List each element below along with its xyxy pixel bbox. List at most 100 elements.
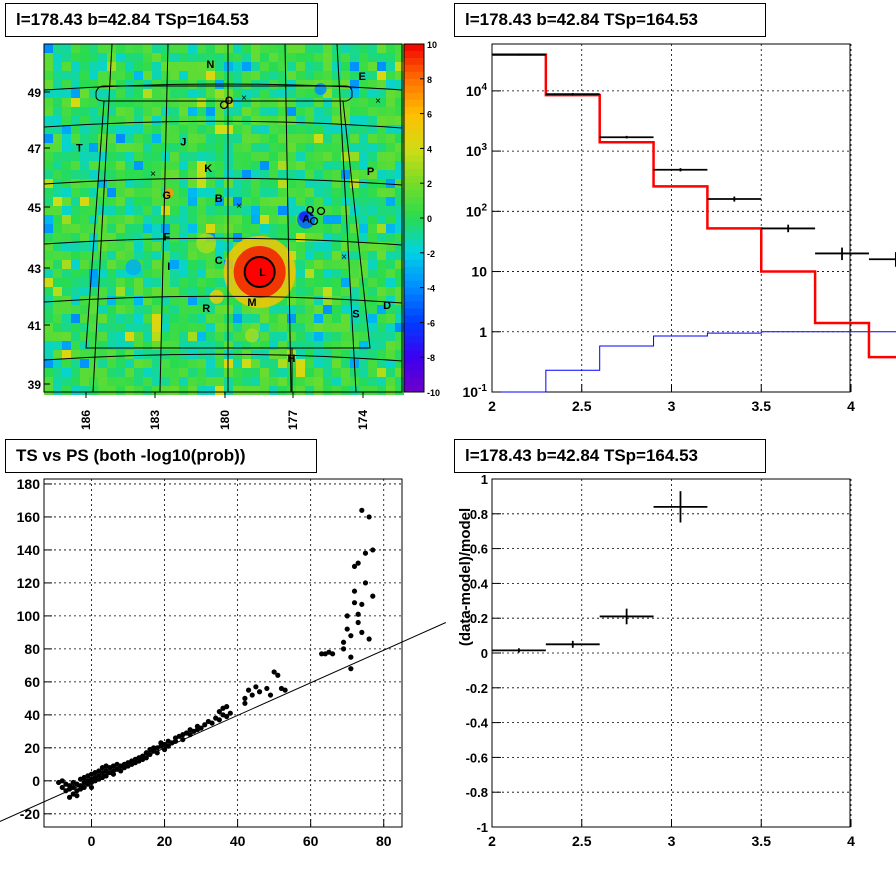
skymap-pixel [179,386,188,395]
skymap-pixel [287,296,296,305]
skymap-pixel [188,179,197,188]
skymap-pixel [296,332,305,341]
skymap-pixel [143,269,152,278]
skymap-pixel [161,323,170,332]
skymap-pixel [107,143,116,152]
skymap-pixel [251,305,260,314]
colorbar-segment [404,162,424,170]
skymap-pixel [233,152,242,161]
skymap-pixel [350,62,359,71]
skymap-pixel [116,89,125,98]
skymap-pixel [359,242,368,251]
skymap-pixel [152,116,161,125]
ts-ps-fit-line [0,622,447,822]
skymap-pixel [143,323,152,332]
skymap-pixel [269,71,278,80]
skymap-pixel [134,206,143,215]
skymap-pixel [332,251,341,260]
skymap-pixel [332,332,341,341]
skymap-pixel [134,89,143,98]
skymap-pixel [206,287,215,296]
skymap-pixel [350,125,359,134]
skymap-pixel [116,134,125,143]
skymap-pixel [395,197,404,206]
skymap-region-outline [95,85,353,102]
skymap-pixel [188,287,197,296]
skymap-pixel [125,197,134,206]
skymap-pixel [89,206,98,215]
skymap-pixel [71,278,80,287]
skymap-pixel [134,107,143,116]
skymap-pixel [359,161,368,170]
skymap-pixel [98,188,107,197]
skymap-pixel [89,53,98,62]
skymap-pixel [116,269,125,278]
skymap-pixel [296,71,305,80]
skymap-pixel [125,143,134,152]
skymap-pixel [242,152,251,161]
skymap-pixel [71,89,80,98]
skymap-pixel [314,305,323,314]
skymap-source-label: C [215,255,223,267]
spectrum-x-tick-label: 2 [488,398,496,414]
colorbar-segment [404,294,424,303]
skymap-pixel [206,215,215,224]
skymap-source-label: M [247,297,256,309]
skymap-pixel [80,161,89,170]
skymap-y-tick-label: 45 [28,201,42,215]
residual-y-tick-label: 0.4 [470,576,489,591]
residual-x-tick-label: 2 [488,833,496,849]
skymap-pixel [179,89,188,98]
skymap-pixel [89,197,98,206]
colorbar-segment [404,204,424,212]
ts-ps-point [340,639,347,645]
skymap-pixel [143,215,152,224]
skymap-pixel [215,323,224,332]
skymap-pixel [152,152,161,161]
skymap-pixel [233,305,242,314]
skymap-region-outline [85,100,371,392]
ts-ps-y-tick-label: 180 [17,476,41,492]
skymap-pixel [350,377,359,386]
skymap-pixel [98,269,107,278]
skymap-pixel [134,44,143,53]
colorbar-segment [404,155,424,163]
skymap-pixel [71,341,80,350]
skymap-pixel [314,215,323,224]
skymap-pixel [323,125,332,134]
skymap-cross-marker: × [150,169,156,180]
skymap-hotspot [196,233,217,254]
skymap-pixel [80,116,89,125]
skymap-pixel [116,152,125,161]
skymap-pixel [161,179,170,188]
skymap-pixel [386,278,395,287]
skymap-pixel [143,179,152,188]
skymap-pixel [377,134,386,143]
skymap-pixel [350,287,359,296]
skymap-pixel [44,368,53,377]
skymap-pixel [350,197,359,206]
skymap-pixel [377,323,386,332]
skymap-pixel [89,350,98,359]
skymap-pixel [80,152,89,161]
skymap-pixel [143,107,152,116]
skymap-pixel [323,89,332,98]
skymap-pixel [80,314,89,323]
colorbar-segment [404,71,424,80]
skymap-pixel [278,107,287,116]
colorbar-segment [404,252,424,261]
spectrum-x-tick-label: 4 [847,398,855,414]
skymap-pixel [107,188,116,197]
skymap-pixel [314,350,323,359]
skymap-pixel [116,179,125,188]
skymap-pixel [116,242,125,251]
colorbar-segment [404,259,424,268]
skymap-pixel [233,332,242,341]
skymap-pixel [242,215,251,224]
skymap-pixel [179,170,188,179]
skymap-pixel [80,260,89,269]
skymap-pixel [215,206,224,215]
skymap-pixel [161,377,170,386]
skymap-pixel [188,53,197,62]
skymap-pixel [170,71,179,80]
